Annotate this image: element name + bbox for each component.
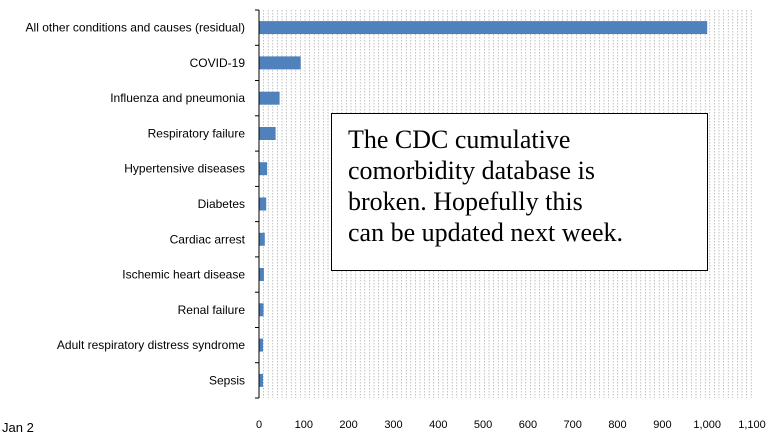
notice-textbox: The CDC cumulative comorbidity database …	[331, 113, 708, 271]
x-tick-label: 400	[429, 419, 447, 431]
category-label: Renal failure	[178, 303, 246, 317]
notice-line: The CDC cumulative	[348, 125, 571, 154]
x-tick-label: 600	[519, 419, 537, 431]
bar	[259, 162, 268, 176]
category-label: Adult respiratory distress syndrome	[57, 338, 245, 352]
notice-line: broken. Hopefully this	[348, 187, 583, 216]
x-tick-label: 500	[474, 419, 492, 431]
x-tick-label: 200	[339, 419, 357, 431]
category-label: Hypertensive diseases	[124, 162, 245, 176]
category-label: Sepsis	[209, 373, 245, 387]
category-label: Influenza and pneumonia	[110, 91, 245, 105]
category-label: All other conditions and causes (residua…	[26, 21, 245, 35]
x-tick-labels: 0 100 200 300 400 500 600 700 800 900 1,000 1,100	[256, 419, 766, 431]
category-label: COVID-19	[190, 56, 246, 70]
bar	[259, 268, 264, 281]
bar	[259, 303, 264, 317]
category-label: Respiratory failure	[148, 127, 246, 141]
bar	[259, 197, 267, 211]
x-tick-label: 800	[608, 419, 626, 431]
x-tick-label: 1,100	[738, 419, 766, 431]
bar	[259, 56, 301, 70]
bars	[259, 21, 708, 387]
bar	[259, 91, 280, 105]
category-label: Ischemic heart disease	[122, 268, 245, 282]
axes	[255, 9, 260, 399]
category-labels: All other conditions and causes (residua…	[26, 21, 246, 388]
bar	[259, 127, 276, 140]
x-tick-label: 300	[384, 419, 402, 431]
bar	[259, 232, 265, 246]
x-tick-label: 900	[653, 419, 671, 431]
date-label: Jan 2	[2, 420, 34, 435]
bar	[259, 21, 708, 35]
x-tick-label: 0	[256, 419, 262, 431]
notice-line: comorbidity database is	[348, 156, 595, 185]
notice-line: can be updated next week.	[348, 218, 624, 247]
bar	[259, 373, 263, 387]
bar	[259, 338, 263, 352]
x-tick-label: 700	[564, 419, 582, 431]
x-tick-label: 100	[295, 419, 313, 431]
category-label: Cardiac arrest	[170, 232, 246, 246]
x-tick-label: 1,000	[693, 419, 721, 431]
category-label: Diabetes	[198, 197, 245, 211]
